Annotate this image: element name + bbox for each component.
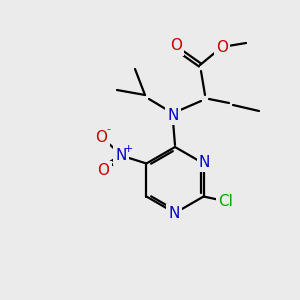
Text: O: O bbox=[95, 130, 107, 145]
Text: N: N bbox=[167, 107, 179, 122]
Text: O: O bbox=[216, 40, 228, 55]
Text: N: N bbox=[199, 155, 210, 170]
Text: N: N bbox=[116, 148, 127, 163]
Text: Cl: Cl bbox=[218, 194, 233, 209]
Text: O: O bbox=[170, 38, 182, 53]
Text: O: O bbox=[98, 163, 110, 178]
Text: +: + bbox=[124, 143, 133, 154]
Text: -: - bbox=[106, 124, 110, 134]
Text: N: N bbox=[168, 206, 180, 221]
